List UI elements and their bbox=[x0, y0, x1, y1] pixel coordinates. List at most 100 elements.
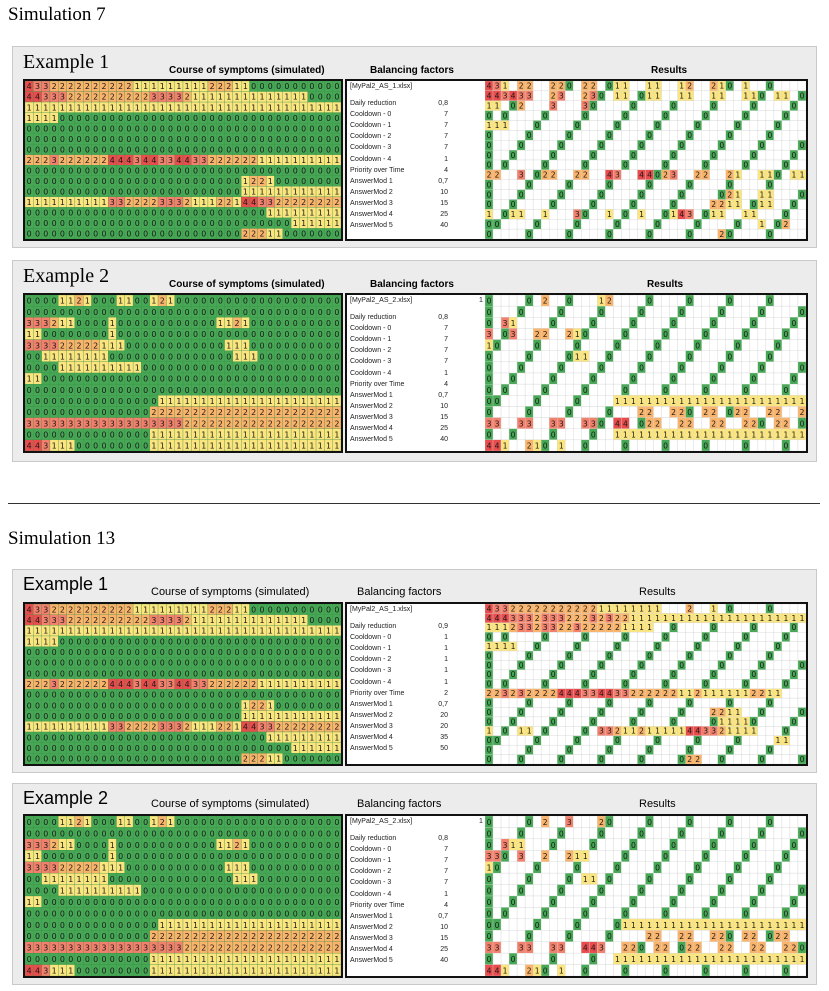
cell-value: 1 bbox=[243, 341, 248, 350]
empty-cell bbox=[653, 350, 662, 363]
empty-cell bbox=[524, 305, 534, 318]
cell-value: 0 bbox=[326, 637, 331, 646]
cell-value: 1 bbox=[68, 319, 73, 328]
cell-value: 2 bbox=[126, 723, 131, 732]
cell-value: 0 bbox=[243, 308, 248, 317]
cell-value: 2 bbox=[639, 408, 644, 417]
cell-value: 2 bbox=[68, 82, 73, 91]
cell-value: 0 bbox=[703, 111, 708, 120]
cell-value: 2 bbox=[259, 177, 264, 186]
cell-value: 3 bbox=[135, 156, 140, 165]
cell-value: 2 bbox=[293, 408, 298, 417]
empty-cell bbox=[589, 328, 598, 340]
cell-value: 2 bbox=[318, 723, 323, 732]
cell-value: 0 bbox=[126, 188, 131, 197]
cell-value: 1 bbox=[679, 92, 684, 101]
cell-value: 0 bbox=[143, 341, 148, 350]
cell-value: 0 bbox=[284, 319, 289, 328]
cell-value: 4 bbox=[647, 171, 652, 180]
empty-cell bbox=[701, 90, 710, 101]
cell-value: 1 bbox=[201, 82, 206, 91]
empty-cell bbox=[597, 350, 606, 363]
cell-value: 2 bbox=[151, 198, 156, 207]
cell-value: 0 bbox=[68, 308, 73, 317]
empty-cell bbox=[524, 317, 534, 329]
cell-value: 0 bbox=[511, 430, 516, 439]
cell-value: 1 bbox=[251, 712, 256, 721]
cell-value: 1 bbox=[193, 93, 198, 102]
cell-value: 1 bbox=[559, 442, 564, 451]
cell-value: 1 bbox=[60, 627, 65, 636]
cell-value: 4 bbox=[27, 616, 32, 625]
cell-value: 0 bbox=[193, 712, 198, 721]
cell-value: 0 bbox=[101, 637, 106, 646]
empty-cell bbox=[565, 100, 574, 111]
cell-value: 0 bbox=[293, 648, 298, 657]
cell-value: 2 bbox=[85, 616, 90, 625]
empty-cell bbox=[613, 209, 622, 220]
cell-value: 0 bbox=[503, 386, 508, 395]
cell-value: 2 bbox=[35, 156, 40, 165]
cell-value: 0 bbox=[259, 648, 264, 657]
cell-value: 0 bbox=[226, 209, 231, 218]
empty-cell bbox=[701, 179, 710, 190]
cell-value: 1 bbox=[126, 103, 131, 112]
cell-value: 0 bbox=[293, 330, 298, 339]
cell-value: 3 bbox=[52, 341, 57, 350]
empty-cell bbox=[492, 179, 502, 190]
empty-cell bbox=[516, 199, 526, 210]
empty-cell bbox=[508, 110, 518, 121]
cell-value: 3 bbox=[118, 198, 123, 207]
empty-cell bbox=[797, 439, 806, 451]
cell-value: 0 bbox=[135, 219, 140, 228]
cell-value: 0 bbox=[110, 755, 115, 764]
empty-cell bbox=[645, 439, 654, 451]
cell-value: 0 bbox=[126, 219, 131, 228]
cell-value: 0 bbox=[318, 135, 323, 144]
cell-value: 0 bbox=[503, 111, 508, 120]
cell-value: 0 bbox=[135, 755, 140, 764]
empty-cell bbox=[693, 90, 702, 101]
cell-value: 1 bbox=[185, 397, 190, 406]
empty-cell bbox=[540, 90, 550, 101]
cell-value: 2 bbox=[60, 605, 65, 614]
empty-cell bbox=[621, 149, 630, 161]
cell-value: 0 bbox=[284, 386, 289, 395]
cell-value: 1 bbox=[767, 200, 772, 209]
cell-value: 0 bbox=[35, 408, 40, 417]
empty-cell bbox=[605, 383, 614, 396]
cell-value: 0 bbox=[110, 648, 115, 657]
cell-value: 0 bbox=[284, 135, 289, 144]
cell-value: 1 bbox=[711, 210, 716, 219]
cell-value: 1 bbox=[293, 616, 298, 625]
cell-value: 1 bbox=[309, 744, 314, 753]
cell-value: 0 bbox=[655, 171, 660, 180]
cell-value: 1 bbox=[784, 397, 789, 406]
cell-value: 1 bbox=[767, 430, 772, 439]
cell-value: 1 bbox=[110, 627, 115, 636]
cell-value: 1 bbox=[719, 92, 724, 101]
cell-value: 0 bbox=[85, 230, 90, 239]
cell-value: 0 bbox=[226, 659, 231, 668]
cell-value: 0 bbox=[176, 744, 181, 753]
cell-value: 0 bbox=[68, 744, 73, 753]
cell-value: 1 bbox=[193, 397, 198, 406]
cell-value: 2 bbox=[93, 93, 98, 102]
empty-cell bbox=[524, 149, 534, 161]
cell-value: 0 bbox=[792, 319, 797, 328]
cell-value: 0 bbox=[655, 220, 660, 229]
cell-value: 0 bbox=[77, 319, 82, 328]
cell-value: 0 bbox=[309, 659, 314, 668]
empty-cell bbox=[557, 428, 566, 441]
cell-value: 2 bbox=[268, 408, 273, 417]
cell-value: 0 bbox=[43, 386, 48, 395]
cell-value: 0 bbox=[268, 145, 273, 154]
empty-cell bbox=[540, 130, 550, 141]
cell-value: 2 bbox=[775, 408, 780, 417]
cell-value: 2 bbox=[519, 82, 524, 91]
cell-value: 2 bbox=[226, 156, 231, 165]
cell-value: 0 bbox=[487, 430, 492, 439]
cell-value: 0 bbox=[143, 330, 148, 339]
cell-value: 0 bbox=[318, 177, 323, 186]
cell-value: 0 bbox=[35, 712, 40, 721]
